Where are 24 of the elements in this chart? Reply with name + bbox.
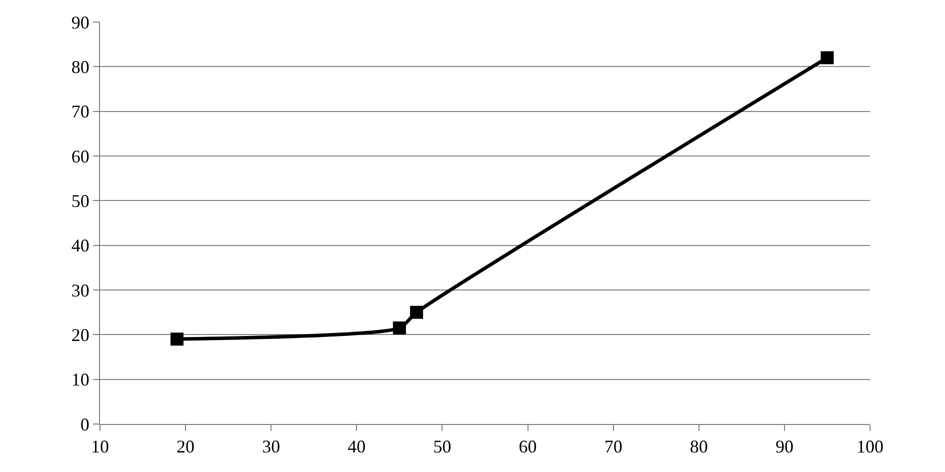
y-tick-label: 80 <box>71 56 90 77</box>
y-tick-label: 20 <box>71 324 90 345</box>
y-tick-label: 0 <box>80 414 90 434</box>
point <box>410 306 424 319</box>
point <box>820 51 834 64</box>
y-tick-label: 30 <box>71 280 90 300</box>
y-tick-label: 50 <box>71 190 90 211</box>
point <box>170 332 184 346</box>
x-tick-label: 60 <box>518 436 537 457</box>
x-tick-label: 20 <box>176 436 195 457</box>
y-tick-label: 70 <box>71 102 90 122</box>
y-tick-label: 90 <box>71 12 90 32</box>
point <box>392 321 406 334</box>
x-tick-label: 30 <box>262 436 280 457</box>
x-tick-label: 80 <box>690 436 708 457</box>
x-tick-label: 70 <box>604 436 622 457</box>
x-tick-label: 40 <box>348 436 366 457</box>
y-tick-label: 40 <box>71 236 90 256</box>
x-tick-label: 90 <box>775 436 794 457</box>
x-tick-label: 10 <box>91 436 109 457</box>
y-tick-label: 60 <box>71 146 90 166</box>
x-tick-label: 100 <box>856 436 884 457</box>
y-tick-label: 10 <box>71 370 90 390</box>
x-tick-label: 50 <box>433 436 452 457</box>
